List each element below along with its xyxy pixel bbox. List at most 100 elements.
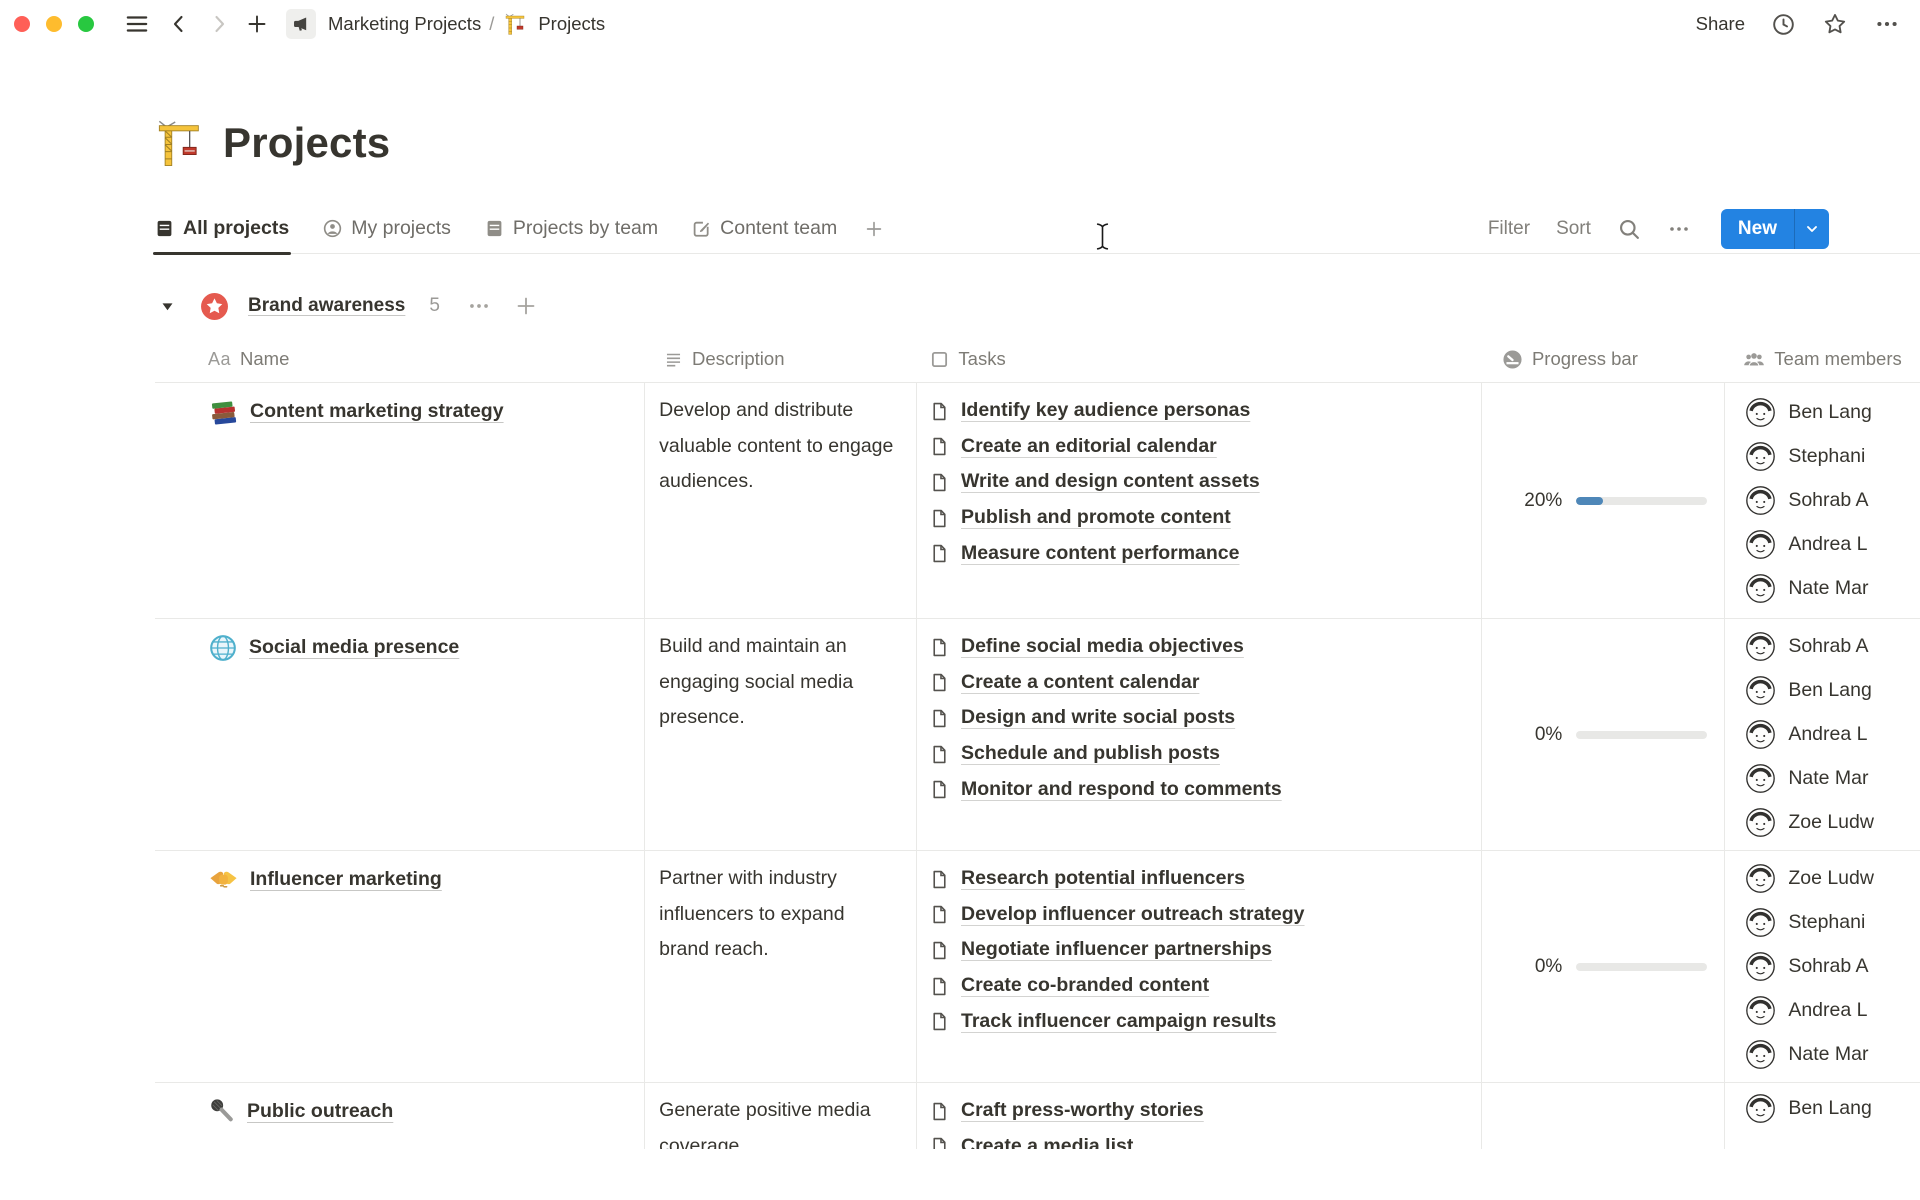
task-link[interactable]: Create co-branded content xyxy=(931,968,1481,1004)
favorite-star-icon[interactable] xyxy=(1822,11,1848,37)
task-label: Design and write social posts xyxy=(961,706,1236,729)
team-member[interactable]: Ben Lang xyxy=(1746,398,1920,427)
project-name-link[interactable]: Public outreach xyxy=(247,1100,394,1122)
project-description[interactable]: Develop and distribute valuable content … xyxy=(645,383,917,618)
avatar xyxy=(1746,1094,1776,1123)
task-link[interactable]: Craft press-worthy stories xyxy=(931,1093,1481,1129)
task-label: Measure content performance xyxy=(961,541,1240,564)
zoom-window-button[interactable] xyxy=(78,16,94,32)
team-member[interactable]: Sohrab A xyxy=(1746,632,1920,661)
sort-button[interactable]: Sort xyxy=(1556,218,1591,239)
project-name-link[interactable]: Content marketing strategy xyxy=(250,400,504,422)
page-icon xyxy=(931,673,948,692)
project-description[interactable]: Partner with industry influencers to exp… xyxy=(645,851,917,1082)
tab-projects-by-team[interactable]: Projects by team xyxy=(485,204,658,254)
project-name-cell[interactable]: Content marketing strategy xyxy=(155,383,646,618)
new-button[interactable]: New xyxy=(1720,209,1829,249)
task-link[interactable]: Create a content calendar xyxy=(931,665,1481,701)
filter-button[interactable]: Filter xyxy=(1487,218,1531,239)
task-link[interactable]: Develop influencer outreach strategy xyxy=(931,897,1481,933)
column-header-tasks[interactable]: Tasks xyxy=(916,336,1482,382)
team-member[interactable]: Zoe Ludw xyxy=(1746,808,1920,837)
updates-clock-icon[interactable] xyxy=(1771,12,1796,37)
team-member[interactable]: Nate Mar xyxy=(1746,574,1920,603)
breadcrumb-current[interactable]: Projects xyxy=(538,13,606,34)
team-member[interactable]: Zoe Ludw xyxy=(1746,864,1920,893)
share-button[interactable]: Share xyxy=(1695,13,1745,34)
project-tasks-cell: Craft press-worthy stories Create a media… xyxy=(917,1083,1483,1149)
tab-content-team[interactable]: Content team xyxy=(692,204,837,254)
team-member[interactable]: Sohrab A xyxy=(1746,952,1920,981)
column-header-team[interactable]: Team members xyxy=(1725,336,1920,382)
new-page-plus-icon[interactable] xyxy=(240,7,274,41)
task-link[interactable]: Track influencer campaign results xyxy=(931,1003,1481,1039)
member-name: Zoe Ludw xyxy=(1788,811,1874,833)
project-name-cell[interactable]: Influencer marketing xyxy=(155,851,646,1082)
team-member[interactable]: Stephani xyxy=(1746,442,1920,471)
task-link[interactable]: Create an editorial calendar xyxy=(931,429,1481,465)
tab-my-projects[interactable]: My projects xyxy=(323,204,451,254)
team-member[interactable]: Andrea L xyxy=(1746,720,1920,749)
team-member[interactable]: Stephani xyxy=(1746,908,1920,937)
group-name[interactable]: Brand awareness xyxy=(248,295,406,316)
task-link[interactable]: Negotiate influencer partnerships xyxy=(931,932,1481,968)
project-name-link[interactable]: Social media presence xyxy=(249,636,460,658)
page-title[interactable]: Projects xyxy=(223,119,391,166)
view-more-icon[interactable] xyxy=(1667,217,1691,241)
chevron-down-icon[interactable] xyxy=(1794,209,1829,249)
team-member[interactable]: Sohrab A xyxy=(1746,486,1920,515)
team-member[interactable]: Nate Mar xyxy=(1746,1040,1920,1069)
task-link[interactable]: Design and write social posts xyxy=(931,700,1481,736)
avatar xyxy=(1746,530,1776,559)
team-member[interactable]: Ben Lang xyxy=(1746,676,1920,705)
back-icon[interactable] xyxy=(162,7,196,41)
task-label: Monitor and respond to comments xyxy=(961,777,1282,800)
project-name-link[interactable]: Influencer marketing xyxy=(250,868,442,890)
member-name: Ben Lang xyxy=(1788,679,1872,701)
task-link[interactable]: Monitor and respond to comments xyxy=(931,771,1481,807)
task-label: Publish and promote content xyxy=(961,506,1231,529)
team-member[interactable]: Ben Lang xyxy=(1746,1094,1920,1123)
globe-icon xyxy=(208,633,238,663)
collapse-triangle-icon[interactable] xyxy=(160,299,176,314)
minimize-window-button[interactable] xyxy=(46,16,62,32)
more-options-icon[interactable] xyxy=(1874,11,1900,37)
task-link[interactable]: Identify key audience personas xyxy=(931,393,1481,429)
avatar xyxy=(1746,952,1776,981)
project-description[interactable]: Generate positive media coverage. xyxy=(645,1083,917,1149)
task-link[interactable]: Measure content performance xyxy=(931,535,1481,571)
team-member[interactable]: Nate Mar xyxy=(1746,764,1920,793)
project-name-cell[interactable]: Social media presence xyxy=(155,619,646,850)
project-description[interactable]: Build and maintain an engaging social me… xyxy=(645,619,917,850)
task-label: Schedule and publish posts xyxy=(961,742,1220,765)
project-name-cell[interactable]: Public outreach xyxy=(155,1083,646,1149)
megaphone-icon[interactable] xyxy=(286,9,316,39)
person-circle-icon xyxy=(323,219,342,238)
column-header-progress[interactable]: Progress bar xyxy=(1482,336,1725,382)
new-button-label[interactable]: New xyxy=(1737,218,1777,239)
page-icon xyxy=(931,745,948,764)
sidebar-toggle-icon[interactable] xyxy=(120,7,154,41)
add-view-icon[interactable] xyxy=(863,218,885,240)
task-link[interactable]: Research potential influencers xyxy=(931,861,1481,897)
task-link[interactable]: Write and design content assets xyxy=(931,464,1481,500)
column-header-desc[interactable]: Description xyxy=(645,336,916,382)
column-header-name[interactable]: Aa Name xyxy=(155,336,645,382)
member-name: Sohrab A xyxy=(1788,635,1869,657)
forward-icon[interactable] xyxy=(202,7,236,41)
tab-all-projects[interactable]: All projects xyxy=(152,204,292,255)
team-member[interactable]: Andrea L xyxy=(1746,530,1920,559)
task-link[interactable]: Define social media objectives xyxy=(931,629,1481,665)
task-link[interactable]: Publish and promote content xyxy=(931,500,1481,536)
breadcrumb-root[interactable]: Marketing Projects xyxy=(328,13,482,34)
progress-percent: 0% xyxy=(1534,955,1563,977)
group-more-icon[interactable] xyxy=(466,293,492,319)
crane-icon[interactable] xyxy=(155,117,207,169)
avatar xyxy=(1746,908,1776,937)
close-window-button[interactable] xyxy=(14,16,30,32)
group-add-icon[interactable] xyxy=(514,294,538,318)
task-link[interactable]: Schedule and publish posts xyxy=(931,736,1481,772)
team-member[interactable]: Andrea L xyxy=(1746,996,1920,1025)
task-link[interactable]: Create a media list xyxy=(931,1129,1481,1149)
search-icon[interactable] xyxy=(1617,217,1641,241)
